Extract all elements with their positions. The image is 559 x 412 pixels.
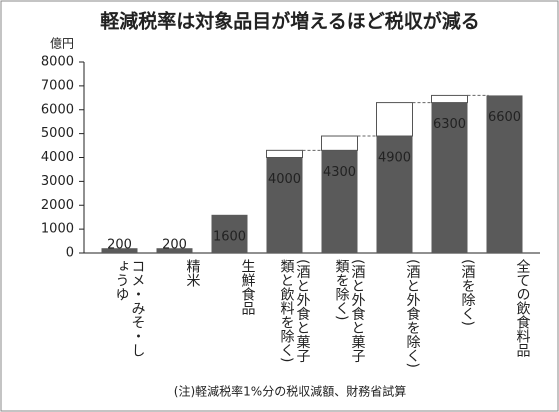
bar — [156, 248, 193, 253]
value-label: 6600 — [488, 110, 521, 125]
x-tick-label-box: 全ての飲食料品 — [514, 259, 531, 357]
x-tick-label: 生鮮食品 — [239, 259, 256, 315]
bar — [431, 102, 468, 254]
y-tick-label: 1000 — [41, 222, 74, 237]
increase-segment — [266, 149, 303, 158]
x-tick-label: (酒と外食と菓子類と飲料を除く) — [278, 259, 311, 363]
x-tick-label: (酒と外食と菓子類を除く) — [333, 259, 366, 363]
value-label: 200 — [162, 238, 187, 253]
bar — [486, 95, 523, 253]
value-label: 4900 — [378, 151, 411, 166]
value-label: 4000 — [268, 172, 301, 187]
y-tick-label: 5000 — [41, 126, 74, 141]
value-label: 6300 — [433, 117, 466, 132]
note: (注)軽減税率1%分の税収減額、財務省試算 — [174, 384, 406, 399]
increase-segment — [321, 135, 358, 151]
increase-segment — [376, 102, 413, 137]
x-tick-label-box: (酒と外食を除く) — [404, 259, 421, 368]
y-tick-label: 2000 — [41, 198, 74, 213]
x-tick-label: 精米 — [184, 259, 201, 287]
bar — [101, 248, 138, 253]
bar — [266, 157, 303, 253]
x-tick-label-box: 精米 — [184, 259, 201, 287]
y-unit: 億円 — [50, 37, 74, 51]
x-tick-label: (酒を除く) — [459, 259, 476, 326]
y-tick-label: 3000 — [41, 174, 74, 189]
x-tick-label: 全ての飲食料品 — [514, 259, 531, 357]
x-tick-label: (酒と外食を除く) — [404, 259, 421, 368]
value-label: 1600 — [213, 229, 246, 244]
x-tick-label-box: コメ・みそ・しょうゆ — [113, 259, 146, 357]
x-tick-label-box: (酒と外食と菓子類と飲料を除く) — [278, 259, 311, 363]
value-label: 4300 — [323, 165, 356, 180]
x-tick-label-box: (酒と外食と菓子類を除く) — [333, 259, 366, 363]
x-tick-label-box: 生鮮食品 — [239, 259, 256, 315]
y-tick-label: 8000 — [41, 55, 74, 70]
y-tick-label: 7000 — [41, 78, 74, 93]
bar — [211, 214, 248, 253]
bar — [376, 136, 413, 253]
y-tick-label: 4000 — [41, 150, 74, 165]
increase-segment — [431, 94, 468, 104]
x-tick-label: コメ・みそ・しょうゆ — [113, 259, 146, 357]
chart-title: 軽減税率は対象品目が増えるほど税収が減る — [100, 10, 479, 33]
y-tick-label: 0 — [66, 246, 74, 261]
y-tick-label: 6000 — [41, 102, 74, 117]
bar — [321, 150, 358, 253]
x-tick-label-box: (酒を除く) — [459, 259, 476, 326]
value-label: 200 — [107, 238, 132, 253]
